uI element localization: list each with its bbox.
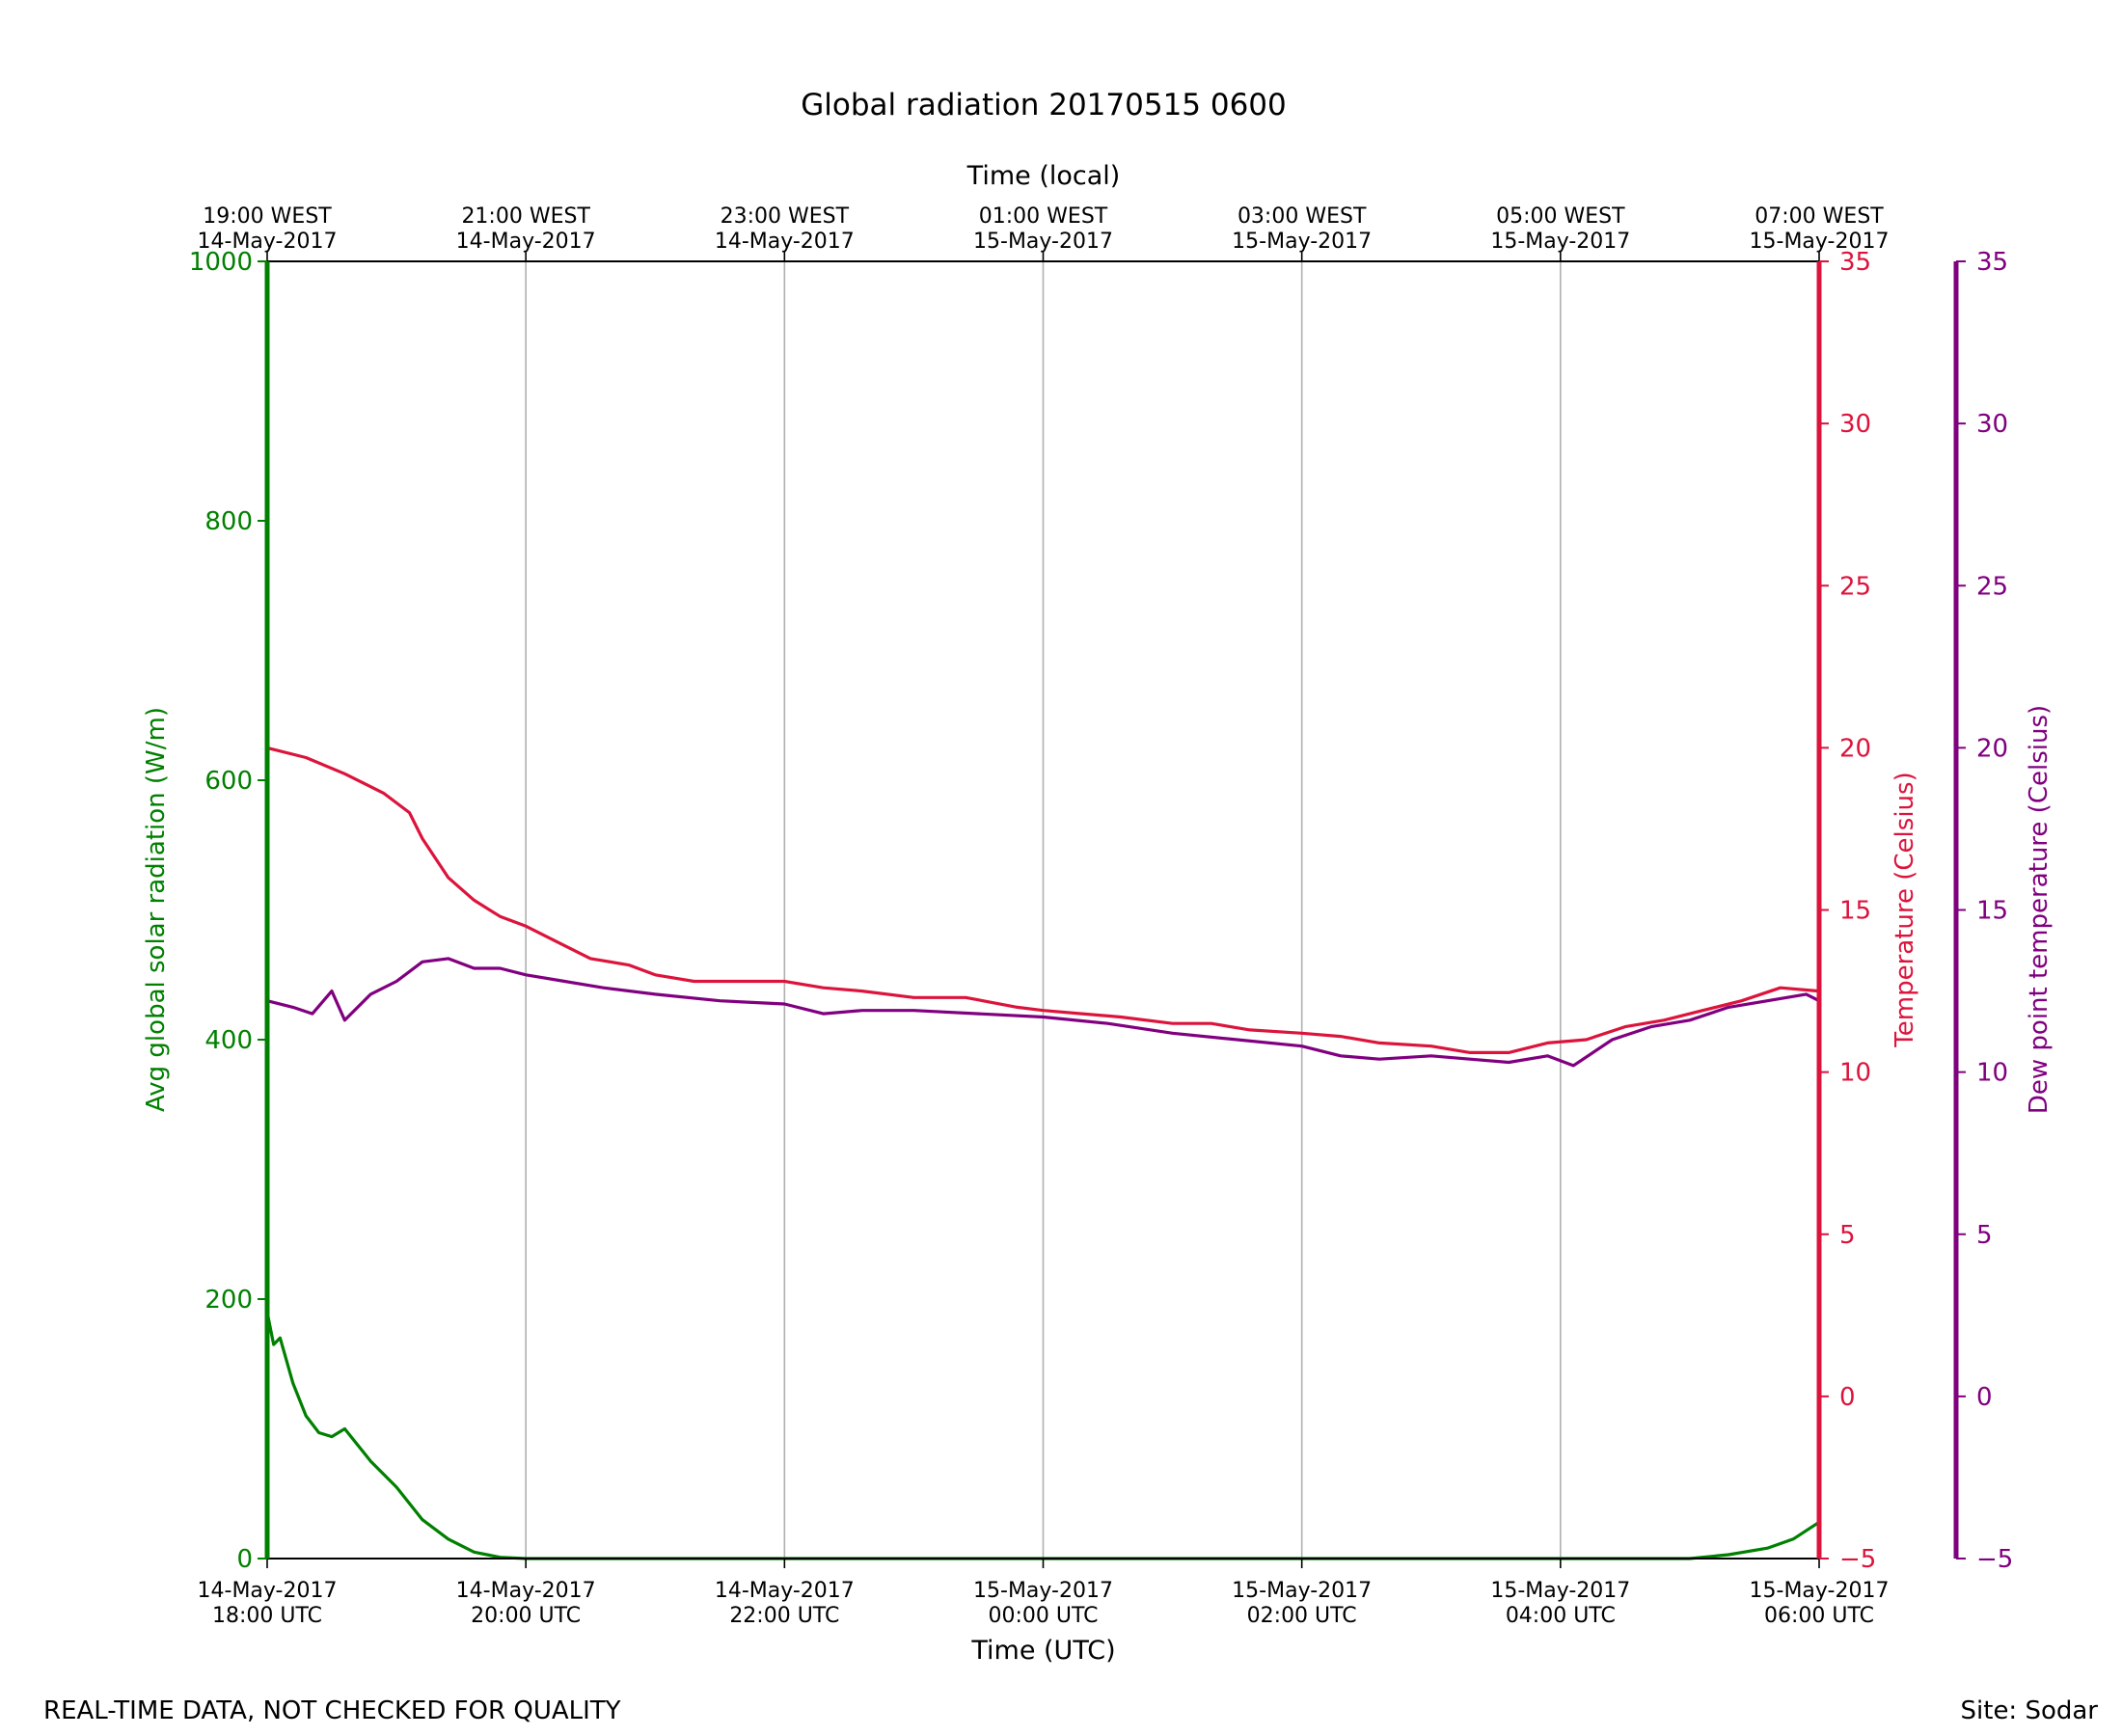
x2-tick-label-date: 15-May-2017: [1750, 230, 1890, 254]
x-tick-label-date: 14-May-2017: [715, 1579, 855, 1603]
x2-tick-label-date: 14-May-2017: [715, 230, 855, 254]
x2-tick-label-time: 01:00 WEST: [979, 204, 1108, 229]
x2-tick-label-date: 14-May-2017: [456, 230, 596, 254]
x-tick-label-date: 15-May-2017: [1490, 1579, 1630, 1603]
x-tick-label-time: 20:00 UTC: [471, 1604, 581, 1628]
y-tick-label: 200: [204, 1286, 253, 1315]
x2-tick-label-time: 03:00 WEST: [1238, 204, 1367, 229]
y-tick-label: 1000: [189, 248, 253, 277]
x2-tick-label-date: 15-May-2017: [973, 230, 1113, 254]
y3-tick-label: 0: [1976, 1383, 1993, 1412]
x2-tick-label-time: 19:00 WEST: [203, 204, 332, 229]
right-axis-label: Temperature (Celsius): [1891, 772, 1919, 1047]
x2-tick-label-date: 15-May-2017: [1232, 230, 1372, 254]
left-axis-label: Avg global solar radiation (W/m): [142, 707, 171, 1112]
x-tick-label-time: 18:00 UTC: [212, 1604, 322, 1628]
x-tick-label-date: 14-May-2017: [198, 1579, 338, 1603]
x2-tick-label-date: 15-May-2017: [1490, 230, 1630, 254]
y2-tick-label: 10: [1839, 1059, 1871, 1088]
y3-tick-label: 15: [1976, 897, 2008, 926]
y2-tick-label: 0: [1839, 1383, 1856, 1412]
x2-tick-label-time: 07:00 WEST: [1755, 204, 1884, 229]
x-tick-label-time: 04:00 UTC: [1506, 1604, 1616, 1628]
temperature-line: [265, 746, 1821, 1055]
y3-tick-label: −5: [1976, 1545, 2013, 1574]
y-tick-label: 400: [204, 1026, 253, 1055]
y-tick-label: 0: [236, 1545, 253, 1574]
x-tick-label-time: 00:00 UTC: [988, 1604, 1098, 1628]
site-label: Site: Sodar: [1961, 1696, 2099, 1725]
x-tick-label-date: 15-May-2017: [973, 1579, 1113, 1603]
y3-tick-label: 10: [1976, 1059, 2008, 1088]
y2-tick-label: 15: [1839, 897, 1871, 926]
y2-tick-label: 5: [1839, 1221, 1856, 1250]
y3-tick-label: 5: [1976, 1221, 1993, 1250]
x-tick-label-date: 14-May-2017: [456, 1579, 596, 1603]
x-tick-label-date: 15-May-2017: [1232, 1579, 1372, 1603]
y-tick-label: 800: [204, 507, 253, 536]
x-tick-label-date: 15-May-2017: [1750, 1579, 1890, 1603]
x-tick-label-time: 22:00 UTC: [729, 1604, 839, 1628]
chart-title: Global radiation 20170515 0600: [801, 88, 1287, 122]
y3-tick-label: 20: [1976, 734, 2008, 763]
dewpoint-line: [265, 957, 1821, 1068]
y3-tick-label: 25: [1976, 572, 2008, 601]
gridlines: [525, 261, 1562, 1559]
y3-tick-label: 35: [1976, 248, 2008, 277]
y2-tick-label: 35: [1839, 248, 1871, 277]
bottom-axis-label: Time (UTC): [970, 1636, 1115, 1666]
y2-tick-label: −5: [1839, 1545, 1876, 1574]
quality-note: REAL-TIME DATA, NOT CHECKED FOR QUALITY: [43, 1696, 621, 1725]
x2-tick-label-time: 05:00 WEST: [1496, 204, 1625, 229]
y2-tick-label: 30: [1839, 410, 1871, 439]
x2-tick-label-date: 14-May-2017: [198, 230, 338, 254]
y-tick-label: 600: [204, 767, 253, 796]
x-tick-label-time: 06:00 UTC: [1764, 1604, 1874, 1628]
y3-tick-label: 30: [1976, 410, 2008, 439]
y2-tick-label: 25: [1839, 572, 1871, 601]
far-right-axis-label: Dew point temperature (Celsius): [2025, 705, 2054, 1114]
x-tick-label-time: 02:00 UTC: [1247, 1604, 1357, 1628]
top-axis-label: Time (local): [966, 161, 1121, 191]
x2-tick-label-time: 23:00 WEST: [721, 204, 850, 229]
x2-tick-label-time: 21:00 WEST: [461, 204, 590, 229]
y2-tick-label: 20: [1839, 734, 1871, 763]
